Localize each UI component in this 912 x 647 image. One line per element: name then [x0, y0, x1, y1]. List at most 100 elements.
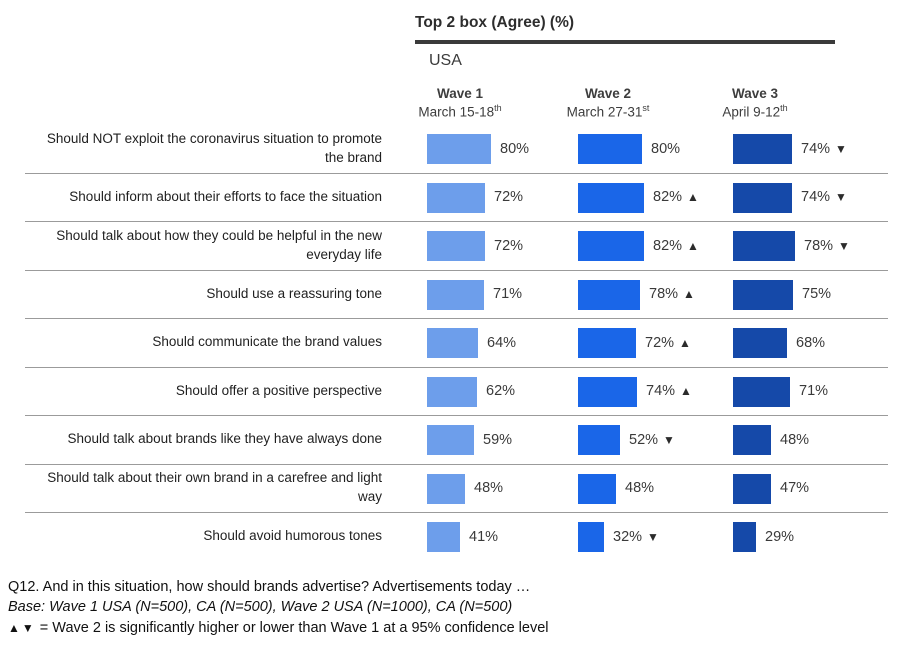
column-header-wave3: Wave 3 April 9-12th — [680, 86, 830, 120]
chart-row: Should avoid humorous tones 41% 32% ▼ 29% — [25, 513, 888, 561]
footnotes: Q12. And in this situation, how should b… — [8, 577, 549, 638]
wave2-name: Wave 2 — [584, 86, 632, 101]
chart-row: Should NOT exploit the coronavirus situa… — [25, 125, 888, 174]
chart-row: Should use a reassuring tone 71% 78% ▲ 75% — [25, 271, 888, 319]
bar-value: 52% ▼ — [629, 416, 675, 464]
wave2-date: March 27-31st — [533, 103, 683, 120]
bar-wave3 — [733, 279, 793, 310]
bar-value-text: 48% — [474, 480, 504, 497]
wave2-date-superscript: st — [642, 103, 650, 113]
bar-value: 80% — [651, 125, 680, 173]
delta-down-icon: ▼ — [663, 432, 675, 447]
bar-wave2 — [578, 522, 604, 552]
bar-wave2 — [578, 425, 620, 455]
bar-value-text: 80% — [500, 140, 530, 157]
wave3-date: April 9-12th — [680, 103, 830, 120]
bar-value-text: 48% — [780, 431, 810, 448]
bar-value-text: 47% — [780, 480, 810, 497]
bar-wave1 — [427, 279, 484, 310]
bar-value-text: 78% — [649, 286, 679, 303]
bar-value: 32% ▼ — [613, 513, 659, 561]
bar-wave1 — [427, 182, 485, 213]
bar-value-text: 32% — [613, 528, 643, 545]
chart-rows: Should NOT exploit the coronavirus situa… — [25, 125, 888, 561]
bar-wave2 — [578, 328, 636, 358]
bar-value-text: 64% — [487, 334, 517, 351]
bar-value-text: 75% — [802, 286, 832, 303]
bar-wave3 — [733, 425, 771, 455]
wave1-date-superscript: th — [494, 103, 502, 113]
bar-wave2 — [578, 376, 637, 407]
bar-value-text: 71% — [493, 286, 523, 303]
bar-value: 72% — [494, 174, 523, 222]
bar-value: 71% — [493, 271, 522, 319]
bar-wave3 — [733, 473, 771, 504]
bar-value: 78% ▲ — [649, 271, 695, 319]
bar-value: 74% ▼ — [801, 125, 847, 173]
delta-down-icon: ▼ — [647, 529, 659, 544]
row-label: Should use a reassuring tone — [206, 285, 382, 301]
bar-value-text: 78% — [804, 237, 834, 254]
bar-value: 48% — [625, 465, 654, 513]
row-label: Should offer a positive perspective — [175, 382, 382, 398]
wave1-date: March 15-18th — [385, 103, 535, 120]
wave3-name: Wave 3 — [731, 86, 779, 101]
bar-value: 80% — [500, 125, 529, 173]
bar-value: 74% ▼ — [801, 174, 847, 222]
delta-up-icon: ▲ — [679, 335, 691, 350]
bar-value: 62% — [486, 368, 515, 416]
delta-down-icon: ▼ — [838, 238, 850, 253]
bar-wave1 — [427, 522, 460, 552]
bar-wave1 — [427, 425, 474, 455]
bar-value: 82% ▲ — [653, 174, 699, 222]
significance-triangles-icon: ▲▼ — [8, 620, 36, 635]
bar-value-text: 48% — [625, 480, 655, 497]
bar-wave1 — [427, 134, 491, 164]
bar-value-text: 62% — [486, 383, 516, 400]
bar-value-text: 82% — [653, 237, 683, 254]
chart-row: Should communicate the brand values 64% 72… — [25, 319, 888, 368]
bar-wave3 — [733, 134, 792, 164]
chart-row: Should inform about their efforts to fac… — [25, 174, 888, 222]
base-text: Base: Wave 1 USA (N=500), CA (N=500), Wa… — [8, 599, 513, 616]
bar-wave2 — [578, 279, 640, 310]
chart-row: Should talk about brands like they have … — [25, 416, 888, 465]
delta-down-icon: ▼ — [835, 141, 847, 156]
delta-down-icon: ▼ — [835, 190, 847, 205]
bar-value-text: 82% — [653, 189, 683, 206]
bar-value: 72% ▲ — [645, 319, 691, 367]
bar-wave1 — [427, 328, 478, 358]
bar-value: 82% ▲ — [653, 222, 699, 270]
bar-value: 75% — [802, 271, 831, 319]
bar-value: 71% — [799, 368, 828, 416]
bar-value: 74% ▲ — [646, 368, 692, 416]
bar-value-text: 74% — [646, 383, 676, 400]
bar-value-text: 68% — [796, 334, 826, 351]
delta-up-icon: ▲ — [687, 238, 699, 253]
bar-wave3 — [733, 231, 795, 261]
bar-value-text: 80% — [651, 140, 681, 157]
wave3-date-text: April 9-12 — [722, 104, 781, 120]
bar-wave1 — [427, 473, 465, 504]
bar-wave2 — [578, 182, 644, 213]
row-label: Should communicate the brand values — [152, 334, 382, 350]
bar-value-text: 74% — [801, 189, 831, 206]
chart-row: Should talk about their own brand in a c… — [25, 465, 888, 513]
bar-value: 78% ▼ — [804, 222, 850, 270]
question-text: Q12. And in this situation, how should b… — [8, 579, 531, 595]
row-label: Should avoid humorous tones — [203, 528, 382, 544]
bar-wave2 — [578, 473, 616, 504]
bar-value-text: 72% — [494, 237, 524, 254]
column-header-wave2: Wave 2 March 27-31st — [533, 86, 683, 120]
bar-value: 41% — [469, 513, 498, 561]
significance-legend: ▲▼ = Wave 2 is significantly higher or l… — [8, 618, 549, 638]
bar-value: 59% — [483, 416, 512, 464]
bar-wave1 — [427, 231, 485, 261]
row-label: Should talk about their own brand in a c… — [47, 470, 382, 505]
bar-wave3 — [733, 182, 792, 213]
row-label: Should NOT exploit the coronavirus situa… — [46, 130, 382, 165]
bar-wave3 — [733, 328, 787, 358]
row-label: Should talk about brands like they have … — [67, 431, 382, 447]
bar-wave2 — [578, 134, 642, 164]
